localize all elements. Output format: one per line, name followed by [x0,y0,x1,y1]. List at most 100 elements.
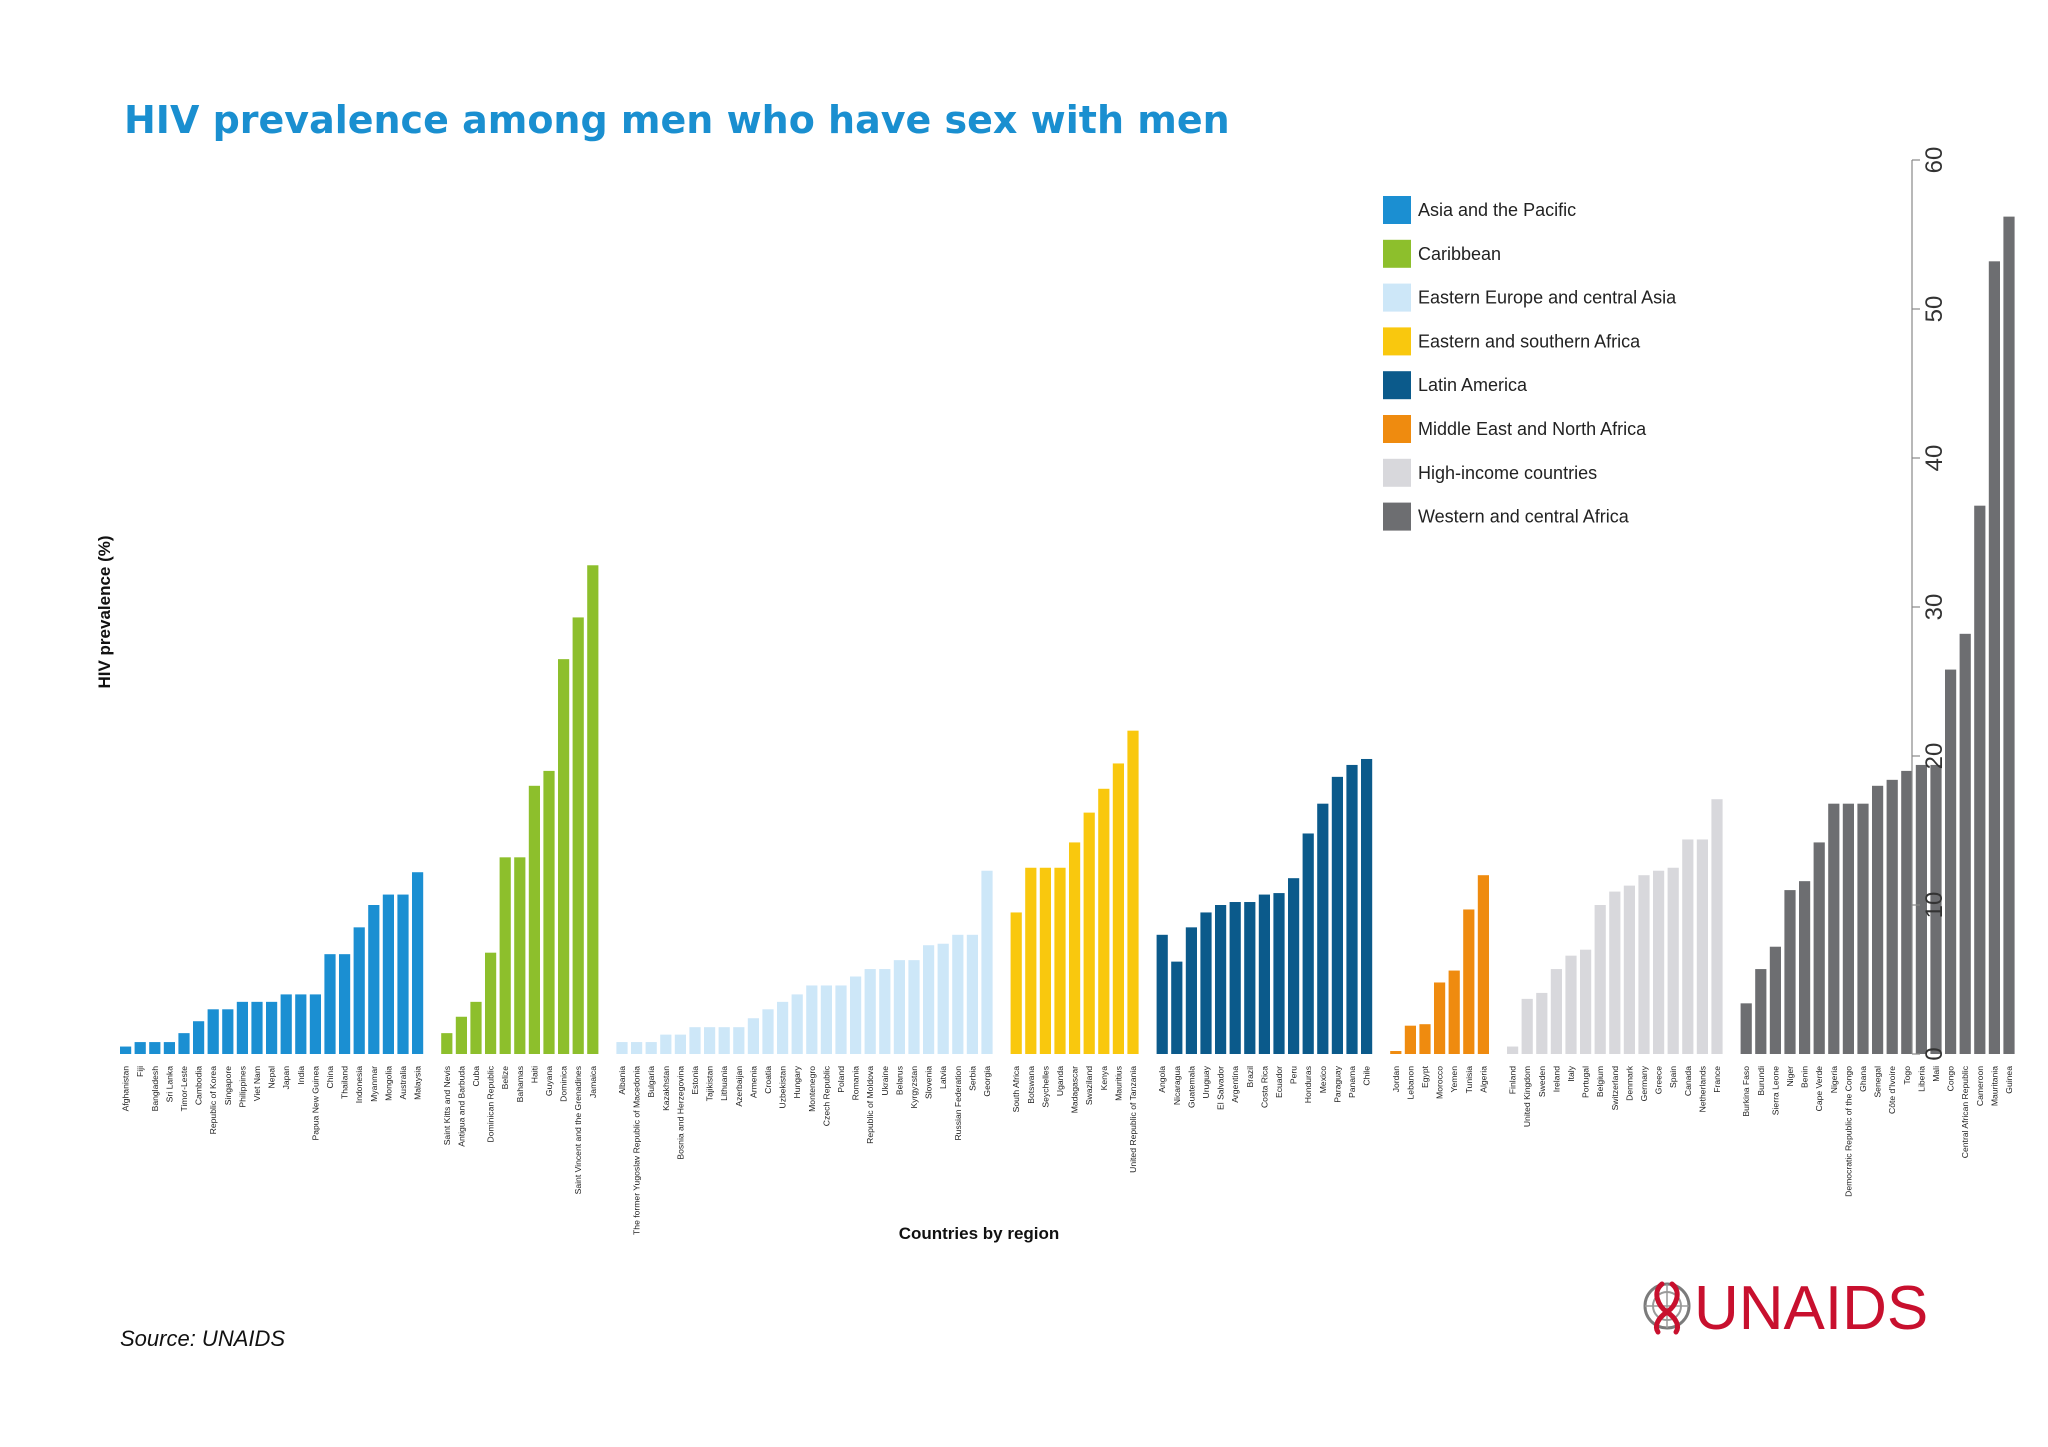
category-label: Panama [1347,1066,1357,1098]
legend-swatch [1383,502,1411,531]
bar [353,927,365,1054]
category-label: Mauritania [1989,1066,1999,1106]
source-note: Source: UNAIDS [120,1326,285,1351]
bar [879,969,891,1054]
bar [1127,730,1139,1054]
bar [1988,261,2000,1054]
category-label: Lebanon [1405,1066,1415,1100]
bar [1098,788,1110,1054]
category-label: Sweden [1537,1066,1547,1097]
category-label: Australia [398,1066,408,1100]
bar [558,659,570,1054]
bar [1361,758,1373,1054]
category-label: Azerbaijan [734,1066,744,1107]
category-label: Thailand [340,1066,350,1099]
y-tick-label: 20 [1921,743,1948,770]
category-label: Georgia [982,1066,992,1097]
category-label: Algeria [1478,1066,1488,1093]
category-label: Ireland [1551,1066,1561,1092]
bar [1521,998,1533,1054]
logo-text: UNAIDS [1694,1274,1928,1343]
category-label: Cape Verde [1814,1066,1824,1112]
category-label: Slovenia [924,1066,934,1099]
category-label: Mali [1931,1066,1941,1082]
bar [1054,867,1066,1054]
category-label: China [325,1066,335,1089]
y-axis-label: HIV prevalence (%) [95,535,114,688]
y-axis: 0 10 20 30 40 50 60 [1911,147,1948,1061]
category-label: Myanmar [369,1066,379,1102]
category-label: Canada [1683,1066,1693,1096]
category-label: Chile [1362,1066,1372,1086]
bar [178,1033,190,1054]
category-label: Burkina Faso [1741,1066,1751,1117]
bar [893,960,905,1054]
bar [966,934,978,1054]
category-label: South Africa [1011,1066,1021,1113]
bar [499,857,511,1054]
bar [674,1034,686,1054]
category-label: France [1712,1066,1722,1093]
bar [1536,992,1548,1054]
legend-label: Latin America [1418,375,1528,395]
legend-swatch [1383,371,1411,400]
category-label: Ghana [1858,1066,1868,1092]
category-label: Haiti [529,1066,539,1083]
bar [777,1001,789,1054]
bar [280,994,292,1054]
y-tick-label: 30 [1921,594,1948,621]
category-label: Yemen [1449,1066,1459,1093]
category-label: Bulgaria [646,1066,656,1098]
category-label: Viet Nam [252,1066,262,1101]
category-label: Brazil [1245,1066,1255,1088]
bar [382,894,394,1054]
bar [1711,799,1723,1054]
bar [864,969,876,1054]
bar [1930,764,1942,1054]
category-label: Romania [851,1066,861,1101]
category-label: Germany [1639,1065,1649,1101]
category-label: Antigua and Barbuda [456,1066,466,1147]
legend-swatch [1383,239,1411,268]
category-label: El Salvador [1216,1066,1226,1110]
category-label: Kyrgyzstan [909,1066,919,1109]
bar [791,994,803,1054]
bar [163,1042,175,1054]
bar [1390,1051,1402,1054]
category-label: Uruguay [1201,1065,1211,1098]
legend-swatch [1383,327,1411,356]
category-label: Indonesia [354,1066,364,1103]
bar [572,617,584,1054]
category-label: Morocco [1435,1066,1445,1099]
category-labels-group: Afghanistan Fiji Bangladesh Sri Lanka Timor-… [121,1065,2014,1235]
category-label: Ukraine [880,1066,890,1096]
bar [1580,949,1592,1054]
bar [1069,842,1081,1054]
category-label: Peru [1289,1066,1299,1084]
category-label: Dominican Republic [486,1065,496,1142]
category-label: Papua New Guinea [310,1066,320,1141]
bar [1550,969,1562,1054]
bar [1039,867,1051,1054]
category-label: Nicaragua [1172,1066,1182,1105]
category-label: United Republic of Tanzania [1128,1066,1138,1173]
bar [820,985,832,1054]
bar [1477,875,1489,1054]
category-label: Bangladesh [150,1066,160,1112]
category-label: United Kingdom [1522,1066,1532,1127]
bar [1667,867,1679,1054]
legend: Asia and the Pacific Caribbean Eastern Eur… [1383,196,1677,531]
bar [1083,812,1095,1054]
category-label: Democratic Republic of the Congo [1843,1066,1853,1197]
category-label: Guyana [544,1066,554,1096]
category-label: Tajikistan [705,1066,715,1102]
bar [207,1009,219,1054]
category-label: Kazakhstan [661,1066,671,1111]
category-label: Italy [1566,1065,1576,1081]
bar [1959,633,1971,1054]
category-label: Philippines [237,1066,247,1108]
category-label: Greece [1654,1066,1664,1094]
bar [1185,927,1197,1054]
bar [1696,839,1708,1054]
